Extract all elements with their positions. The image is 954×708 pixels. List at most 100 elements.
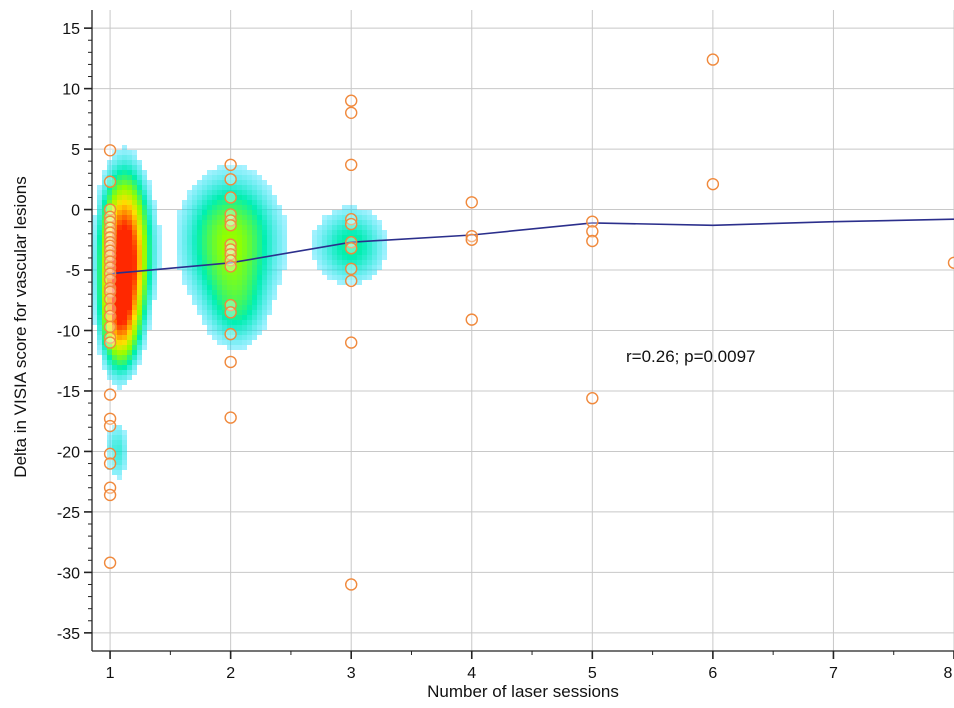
- density-cell: [102, 170, 107, 175]
- density-cell: [257, 275, 262, 280]
- density-cell: [227, 235, 232, 240]
- density-cell: [337, 215, 342, 220]
- density-cell: [122, 205, 127, 210]
- density-cell: [147, 215, 152, 220]
- density-cell: [222, 200, 227, 205]
- density-cell: [147, 205, 152, 210]
- density-cell: [147, 320, 152, 325]
- density-cell: [127, 275, 132, 280]
- density-cell: [107, 305, 112, 310]
- density-cell: [147, 310, 152, 315]
- data-point: [586, 225, 599, 238]
- density-cell: [97, 235, 102, 240]
- density-cell: [112, 170, 117, 175]
- density-cell: [347, 230, 352, 235]
- density-cell: [127, 340, 132, 345]
- density-cell: [227, 265, 232, 270]
- density-cell: [117, 430, 122, 435]
- density-cell: [217, 180, 222, 185]
- density-cell: [127, 220, 132, 225]
- density-cell: [132, 185, 137, 190]
- density-cell: [257, 315, 262, 320]
- density-cell: [337, 240, 342, 245]
- density-cell: [377, 225, 382, 230]
- density-cell: [127, 225, 132, 230]
- density-cell: [177, 230, 182, 235]
- density-cell: [137, 230, 142, 235]
- density-cell: [257, 240, 262, 245]
- density-cell: [252, 285, 257, 290]
- density-cell: [342, 265, 347, 270]
- density-cell: [117, 240, 122, 245]
- density-cell: [227, 185, 232, 190]
- density-cell: [122, 450, 127, 455]
- density-cell: [272, 220, 277, 225]
- density-cell: [222, 190, 227, 195]
- density-cell: [272, 290, 277, 295]
- density-cell: [112, 200, 117, 205]
- density-cell: [137, 175, 142, 180]
- density-cell: [207, 280, 212, 285]
- density-cell: [117, 215, 122, 220]
- density-cell: [332, 215, 337, 220]
- density-cell: [222, 215, 227, 220]
- density-cell: [117, 475, 122, 480]
- density-cell: [152, 275, 157, 280]
- density-cell: [237, 285, 242, 290]
- density-cell: [197, 270, 202, 275]
- density-cell: [262, 290, 267, 295]
- density-cell: [97, 215, 102, 220]
- density-cell: [212, 265, 217, 270]
- density-cell: [117, 330, 122, 335]
- density-cell: [122, 275, 127, 280]
- density-cell: [132, 150, 137, 155]
- density-cell: [327, 220, 332, 225]
- density-cell: [122, 255, 127, 260]
- density-cell: [252, 315, 257, 320]
- density-cell: [267, 255, 272, 260]
- density-cell: [252, 275, 257, 280]
- density-cell: [367, 260, 372, 265]
- density-cell: [242, 345, 247, 350]
- density-cell: [257, 230, 262, 235]
- density-cell: [377, 230, 382, 235]
- density-cell: [237, 215, 242, 220]
- density-cell: [152, 215, 157, 220]
- density-cell: [137, 180, 142, 185]
- x-tick-label: 3: [347, 665, 356, 682]
- density-cell: [242, 230, 247, 235]
- data-point: [224, 327, 237, 341]
- density-cell: [132, 325, 137, 330]
- x-tick-labels: 1 2 3 4 5 6 7 8: [106, 665, 953, 682]
- density-cell: [362, 245, 367, 250]
- density-cell: [202, 210, 207, 215]
- density-cell: [152, 210, 157, 215]
- density-cell: [272, 265, 277, 270]
- density-cell: [127, 245, 132, 250]
- density-cell: [327, 245, 332, 250]
- density-cell: [107, 375, 112, 380]
- density-cell: [257, 210, 262, 215]
- density-cell: [242, 180, 247, 185]
- density-cell: [342, 215, 347, 220]
- density-cell: [122, 165, 127, 170]
- density-cell: [212, 195, 217, 200]
- density-cell: [117, 265, 122, 270]
- density-cell: [277, 270, 282, 275]
- density-cell: [197, 220, 202, 225]
- density-cell: [142, 175, 147, 180]
- density-cell: [257, 280, 262, 285]
- density-cell: [257, 185, 262, 190]
- density-cell: [192, 285, 197, 290]
- density-cell: [227, 250, 232, 255]
- density-cell: [322, 265, 327, 270]
- density-cell: [217, 325, 222, 330]
- density-cell: [212, 190, 217, 195]
- density-cell: [332, 275, 337, 280]
- density-cell: [197, 280, 202, 285]
- density-cell: [282, 225, 287, 230]
- density-cell: [242, 315, 247, 320]
- density-cell: [237, 195, 242, 200]
- density-cell: [152, 260, 157, 265]
- density-cell: [197, 265, 202, 270]
